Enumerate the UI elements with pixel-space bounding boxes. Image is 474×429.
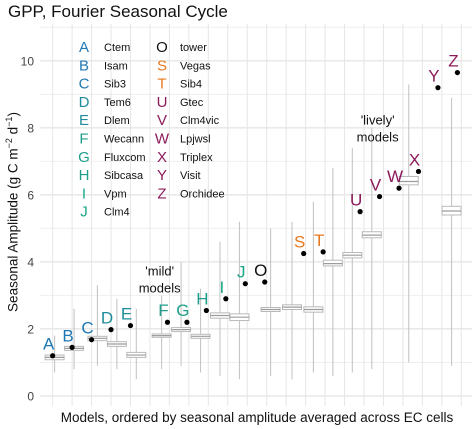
legend-letter: J: [80, 204, 88, 221]
legend-letter: U: [157, 94, 168, 111]
legend-letter: A: [79, 39, 89, 56]
legend-letter: T: [157, 76, 166, 93]
model-point: [320, 249, 326, 255]
legend-letter: W: [155, 131, 170, 148]
model-point: [127, 322, 134, 329]
point-label: C: [81, 319, 93, 338]
y-tick-label: 8: [27, 121, 34, 135]
legend-letter: X: [157, 149, 167, 166]
annotation-text: models: [139, 280, 181, 295]
legend-name: tower: [180, 42, 207, 54]
point-label: W: [387, 167, 403, 186]
legend-name: Visit: [180, 170, 201, 182]
legend-letter: H: [79, 167, 90, 184]
legend-name: Gtec: [180, 97, 204, 109]
grid-lines: [40, 24, 472, 406]
point-label: D: [101, 309, 113, 328]
y-tick-label: 10: [21, 54, 35, 68]
annotations: 'mild' models 'lively' models: [139, 113, 399, 296]
legend-name: Sib3: [104, 79, 126, 91]
legend-name: Clm4: [104, 207, 130, 219]
model-point: [301, 250, 307, 257]
point-label: H: [196, 290, 208, 309]
legend-name: Lpjwsl: [180, 134, 211, 146]
model-point: [454, 69, 461, 76]
model-point: [262, 279, 268, 285]
model-point: [69, 344, 75, 350]
model-point: [164, 319, 171, 325]
legend-name: Isam: [104, 60, 128, 72]
point-label: X: [409, 150, 420, 169]
y-axis-label: Seasonal Amplitude (g C m−2 d−1): [3, 112, 21, 312]
point-label: J: [237, 263, 246, 282]
box-iqr: [398, 175, 419, 186]
legend-letter: D: [79, 94, 90, 111]
annotation-text: models: [357, 130, 399, 145]
point-label: F: [158, 301, 168, 320]
legend-letter: O: [156, 39, 168, 56]
y-tick-label: 4: [27, 255, 34, 269]
legend-name: Dlem: [104, 115, 130, 127]
model-point: [203, 307, 209, 314]
model-point: [223, 296, 229, 302]
legend-name: Clm4vic: [180, 115, 220, 127]
legend-letter: V: [157, 112, 167, 129]
point-label: Z: [448, 52, 458, 71]
point-label: I: [219, 278, 224, 297]
legend-name: Vegas: [180, 60, 211, 72]
model-point: [184, 319, 190, 325]
legend-name: Vpm: [104, 188, 127, 200]
legend-name: Ctem: [104, 42, 130, 54]
legend-name: Orchidee: [180, 188, 225, 200]
legend-name: Sibcasa: [104, 170, 144, 182]
point-label: E: [121, 305, 132, 324]
chart-title: GPP, Fourier Seasonal Cycle: [8, 2, 228, 21]
legend-name: Fluxcom: [104, 152, 146, 164]
legend-name: Tem6: [104, 97, 131, 109]
model-point: [396, 185, 402, 191]
y-tick-labels: 0 2 4 6 8 10: [21, 54, 35, 403]
legend-name: Sib4: [180, 79, 202, 91]
point-label: U: [350, 191, 362, 210]
legend-name: Wecann: [104, 134, 144, 146]
point-label: Y: [428, 67, 439, 86]
point-label: O: [254, 261, 267, 280]
model-point: [108, 327, 114, 333]
legend-name: Triplex: [180, 152, 213, 164]
point-label: B: [62, 326, 73, 345]
legend-letter: Y: [157, 167, 167, 184]
y-tick-label: 2: [27, 322, 34, 336]
legend-letter: B: [79, 57, 89, 74]
legend: A Ctem B Isam C Sib3 D Tem6 E Dlem F Wecann G Fluxcom…: [78, 39, 224, 221]
y-tick-label: 6: [27, 188, 34, 202]
legend-letter: C: [79, 76, 90, 93]
legend-letter: G: [78, 149, 90, 166]
model-point: [376, 193, 383, 200]
y-tick-label: 0: [27, 389, 34, 403]
legend-letter: F: [79, 131, 88, 148]
legend-letter: E: [79, 112, 89, 129]
legend-letter: I: [82, 185, 86, 202]
model-point: [435, 85, 441, 91]
model-point: [88, 337, 95, 343]
point-label: T: [314, 231, 324, 250]
x-axis-label: Models, ordered by seasonal amplitude av…: [60, 410, 454, 425]
annotation-text: 'mild': [145, 263, 174, 278]
point-label: V: [370, 176, 382, 195]
model-point: [415, 168, 422, 175]
point-label: G: [176, 301, 189, 320]
model-point: [50, 353, 56, 359]
annotation-text: 'lively': [361, 113, 395, 128]
boxplots: [44, 84, 462, 380]
model-point: [242, 281, 248, 287]
legend-letter: S: [157, 57, 167, 74]
legend-letter: Z: [157, 185, 166, 202]
model-point: [357, 209, 363, 215]
point-label: A: [43, 335, 55, 354]
point-label: S: [294, 233, 305, 252]
